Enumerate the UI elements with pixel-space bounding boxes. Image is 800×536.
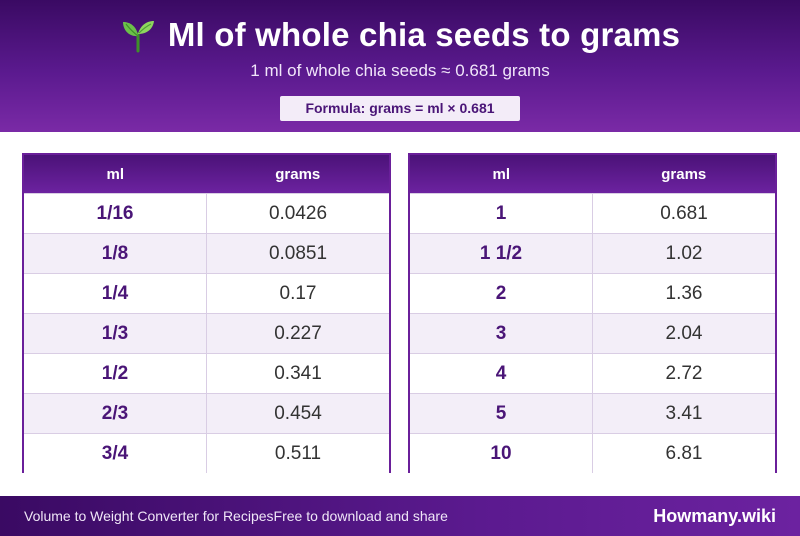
column-header-grams: grams bbox=[275, 165, 321, 183]
footer-text-share: Free to download and share bbox=[273, 508, 448, 524]
ml-cell: 3 bbox=[410, 314, 593, 353]
seedling-icon bbox=[120, 17, 156, 53]
table-row: 1/3 0.227 bbox=[24, 313, 389, 353]
grams-cell: 6.81 bbox=[665, 442, 703, 464]
ml-cell: 1/3 bbox=[24, 314, 207, 353]
grams-cell: 0.0851 bbox=[268, 242, 328, 264]
table-row: 5 3.41 bbox=[410, 393, 775, 433]
grams-cell: 2.04 bbox=[665, 322, 703, 344]
ml-cell: 1 bbox=[410, 194, 593, 233]
footer-text-converter: Volume to Weight Converter for Recipes bbox=[24, 508, 274, 524]
conversion-table-left: ml grams 1/16 0.0426 1/8 0.0851 1/4 0.17 1/… bbox=[22, 153, 391, 473]
ml-cell: 1/8 bbox=[24, 234, 207, 273]
grams-cell: 0.0426 bbox=[268, 202, 328, 224]
subtitle: 1 ml of whole chia seeds ≈ 0.681 grams bbox=[250, 61, 550, 80]
table-row: 4 2.72 bbox=[410, 353, 775, 393]
grams-cell: 0.341 bbox=[274, 362, 322, 384]
ml-cell: 1/16 bbox=[24, 194, 207, 233]
grams-cell: 0.681 bbox=[660, 202, 708, 224]
footer: Volume to Weight Converter for RecipesFr… bbox=[0, 496, 800, 536]
table-body: 1 0.681 1 1/2 1.02 2 1.36 3 2.04 4 2.72 5 3.41… bbox=[410, 193, 775, 473]
table-row: 3/4 0.511 bbox=[24, 433, 389, 473]
grams-cell: 0.454 bbox=[274, 402, 322, 424]
formula-badge: Formula: grams = ml × 0.681 bbox=[280, 96, 520, 121]
table-row: 2/3 0.454 bbox=[24, 393, 389, 433]
ml-cell: 10 bbox=[410, 434, 593, 473]
table-header: ml grams bbox=[24, 155, 389, 193]
title-row: Ml of whole chia seeds to grams bbox=[0, 14, 800, 56]
grams-cell: 0.17 bbox=[279, 282, 317, 304]
page-title: Ml of whole chia seeds to grams bbox=[167, 16, 681, 53]
table-body: 1/16 0.0426 1/8 0.0851 1/4 0.17 1/3 0.227 1/… bbox=[24, 193, 389, 473]
column-header-ml: ml bbox=[492, 165, 510, 183]
grams-cell: 1.02 bbox=[665, 242, 703, 264]
footer-tagline: Volume to Weight Converter for RecipesFr… bbox=[24, 496, 448, 536]
table-row: 2 1.36 bbox=[410, 273, 775, 313]
grams-cell: 0.511 bbox=[274, 442, 322, 464]
brand-logo[interactable]: Howmany.wiki bbox=[653, 506, 776, 526]
ml-cell: 4 bbox=[410, 354, 593, 393]
table-row: 10 6.81 bbox=[410, 433, 775, 473]
table-row: 1/16 0.0426 bbox=[24, 193, 389, 233]
grams-cell: 2.72 bbox=[665, 362, 703, 384]
table-header: ml grams bbox=[410, 155, 775, 193]
grams-cell: 0.227 bbox=[274, 322, 322, 344]
ml-cell: 3/4 bbox=[24, 434, 207, 473]
column-header-ml: ml bbox=[106, 165, 124, 183]
header: Ml of whole chia seeds to grams 1 ml of … bbox=[0, 0, 800, 132]
ml-cell: 2 bbox=[410, 274, 593, 313]
ml-cell: 5 bbox=[410, 394, 593, 433]
grams-cell: 1.36 bbox=[665, 282, 703, 304]
table-row: 1 1/2 1.02 bbox=[410, 233, 775, 273]
table-row: 3 2.04 bbox=[410, 313, 775, 353]
table-row: 1 0.681 bbox=[410, 193, 775, 233]
table-row: 1/4 0.17 bbox=[24, 273, 389, 313]
ml-cell: 2/3 bbox=[24, 394, 207, 433]
table-row: 1/8 0.0851 bbox=[24, 233, 389, 273]
ml-cell: 1/2 bbox=[24, 354, 207, 393]
table-row: 1/2 0.341 bbox=[24, 353, 389, 393]
ml-cell: 1/4 bbox=[24, 274, 207, 313]
grams-cell: 3.41 bbox=[665, 402, 703, 424]
column-header-grams: grams bbox=[661, 165, 707, 183]
ml-cell: 1 1/2 bbox=[410, 234, 593, 273]
